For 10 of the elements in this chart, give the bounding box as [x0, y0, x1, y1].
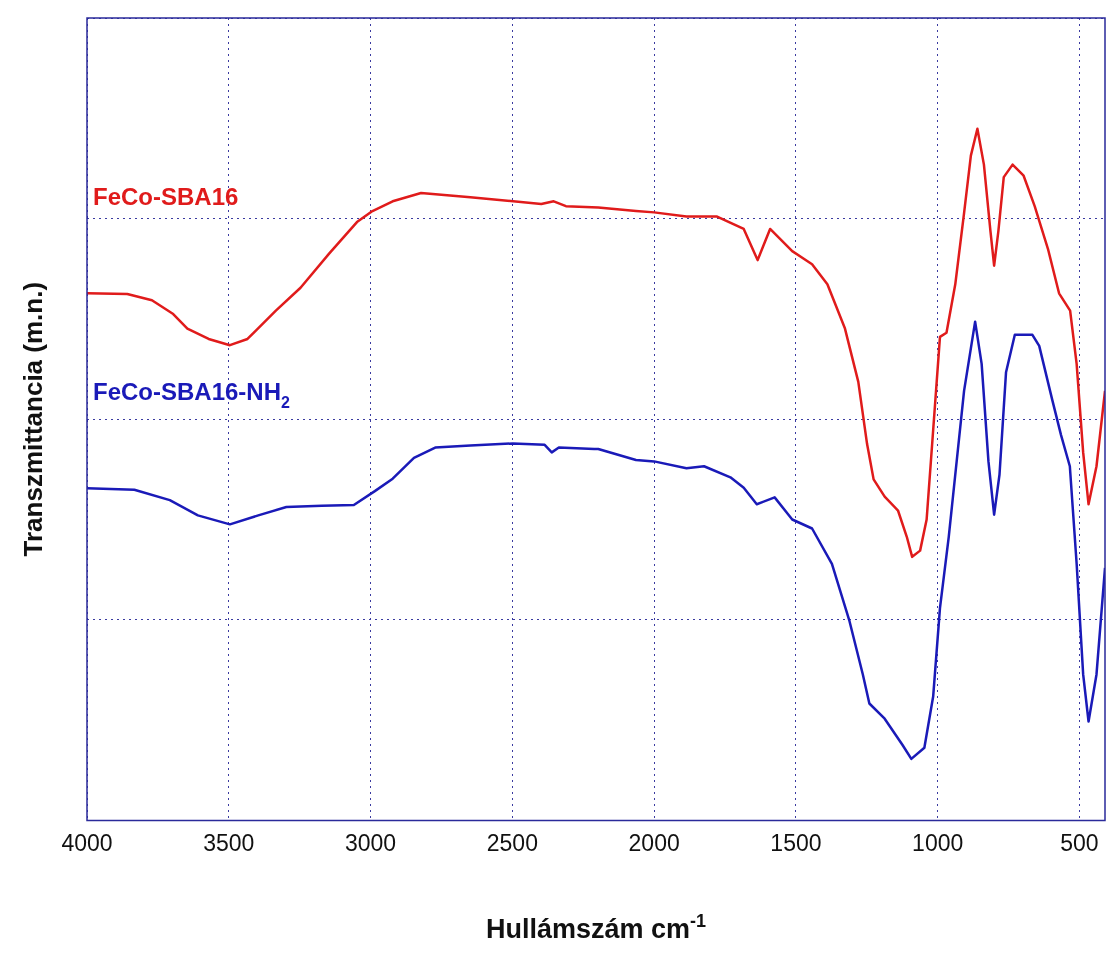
x-tick-label: 1000 — [912, 829, 964, 856]
x-tick-label: 2000 — [628, 829, 680, 856]
x-tick-label: 3000 — [344, 829, 397, 856]
y-axis-title: Transzmittancia (m.n.) — [18, 281, 48, 557]
x-tick-label: 500 — [1060, 829, 1099, 856]
x-tick-label: 3500 — [203, 829, 255, 856]
x-tick-label: 2500 — [486, 829, 538, 856]
x-tick-label: 4000 — [61, 829, 113, 856]
x-tick-label: 1500 — [770, 829, 822, 856]
text: FeCo-SBA16 — [93, 183, 239, 211]
